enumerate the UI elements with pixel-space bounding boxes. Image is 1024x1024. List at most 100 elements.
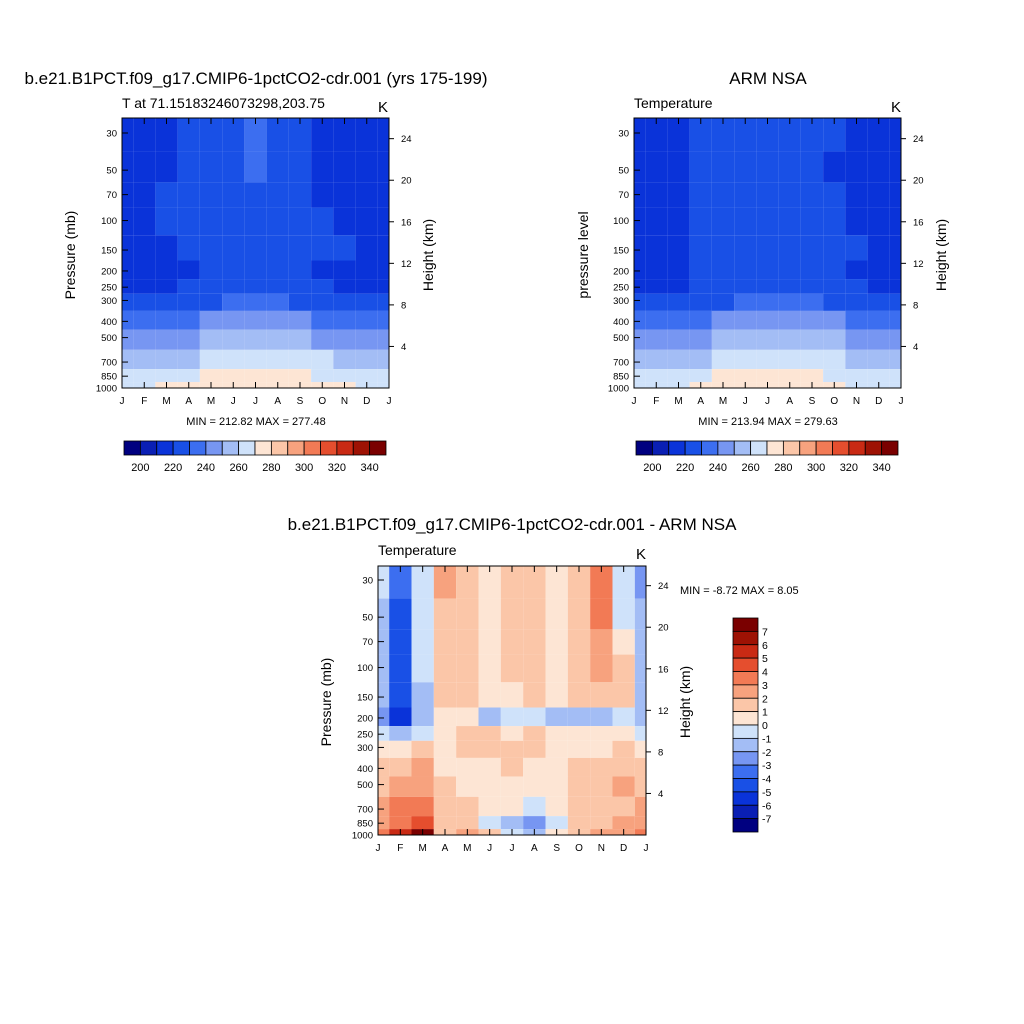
obs-cell [756, 118, 779, 152]
model-ytick-label: 200 [101, 266, 117, 277]
model-cell [199, 260, 223, 280]
model-cell [377, 279, 389, 294]
model-cell [177, 151, 200, 183]
obs-cell [778, 310, 801, 330]
obs-cell [778, 182, 801, 208]
obs-cbar-swatch [782, 440, 801, 456]
model-ytick-label: 300 [101, 296, 117, 307]
diff-cell [456, 566, 479, 599]
diff-cell [456, 757, 479, 777]
diff-cbar-label: 6 [762, 640, 768, 652]
panel-diff: b.e21.B1PCT.f09_g17.CMIP6-1pctCO2-cdr.00… [288, 515, 799, 854]
diff-cell [612, 682, 635, 708]
diff-cbar-swatch [732, 791, 759, 806]
obs-xtick-label: J [765, 396, 770, 407]
diff-cbar-swatch [732, 778, 759, 793]
obs-ytick-label: 850 [613, 372, 629, 383]
obs-ytick-label: 500 [613, 333, 629, 344]
model-cell [122, 329, 134, 350]
panel-diff-units: K [636, 546, 646, 563]
obs-cell [845, 118, 868, 152]
model-cell [122, 235, 134, 261]
panel-model: b.e21.B1PCT.f09_g17.CMIP6-1pctCO2-cdr.00… [24, 69, 487, 474]
model-cell [122, 349, 134, 370]
diff-cell [523, 816, 546, 830]
diff-cell [523, 654, 546, 683]
obs-xtick-label: S [809, 396, 816, 407]
model-cell [266, 369, 289, 383]
obs-cell [689, 329, 712, 350]
model-cbar-label: 220 [164, 462, 182, 474]
obs-cell [634, 369, 646, 383]
diff-cell [523, 726, 546, 741]
obs-cbar-swatch [635, 440, 653, 456]
model-cell [311, 118, 334, 152]
model-cell [311, 260, 334, 280]
model-cell [377, 349, 389, 370]
model-cell [122, 293, 134, 311]
panel-obs-ylabel: pressure level [575, 211, 591, 298]
obs-htick-label: 24 [913, 134, 924, 145]
diff-cell [411, 654, 434, 683]
diff-cell [389, 598, 412, 630]
diff-cell [523, 776, 546, 797]
diff-cell [411, 740, 434, 758]
model-cbar-swatch [189, 440, 207, 456]
obs-cell [634, 310, 646, 330]
diff-cbar-label: 4 [762, 667, 768, 679]
diff-cell [567, 707, 591, 727]
obs-ytick-label: 150 [613, 246, 629, 257]
obs-cell [667, 279, 690, 294]
model-xtick-label: N [341, 396, 348, 407]
diff-cell [433, 707, 457, 727]
model-cell [122, 207, 134, 236]
model-cell [222, 369, 245, 383]
diff-cell [612, 629, 635, 655]
diff-cbar-swatch [732, 724, 759, 739]
obs-cbar-swatch [668, 440, 686, 456]
obs-cell [689, 310, 712, 330]
diff-cell [500, 598, 524, 630]
diff-cell [545, 740, 568, 758]
obs-cell [645, 329, 668, 350]
obs-cell [645, 279, 668, 294]
diff-cell [545, 726, 568, 741]
model-cell [311, 151, 334, 183]
model-cell [377, 260, 389, 280]
diff-cell [590, 740, 613, 758]
obs-cell [778, 349, 801, 370]
model-xtick-label: J [120, 396, 125, 407]
diff-cell [634, 598, 646, 630]
obs-cell [889, 279, 901, 294]
diff-htick-label: 16 [658, 664, 669, 675]
diff-cell [389, 726, 412, 741]
model-htick-label: 4 [401, 342, 406, 353]
obs-cell [867, 349, 890, 370]
model-cell [155, 279, 178, 294]
model-cbar-label: 240 [197, 462, 215, 474]
obs-xtick-label: J [632, 396, 637, 407]
panel-obs-title: ARM NSA [729, 69, 807, 88]
obs-cell [734, 329, 757, 350]
obs-xtick-label: D [875, 396, 882, 407]
obs-cell [711, 310, 735, 330]
obs-cell [711, 118, 735, 152]
obs-cell [778, 151, 801, 183]
diff-cbar-label: 3 [762, 680, 768, 692]
diff-cell [378, 726, 390, 741]
obs-cell [889, 182, 901, 208]
obs-cbar-label: 240 [709, 462, 727, 474]
diff-cell [411, 682, 434, 708]
obs-cell [756, 260, 779, 280]
obs-cell [634, 118, 646, 152]
model-cell [288, 279, 312, 294]
model-ytick-label: 250 [101, 283, 117, 294]
diff-cell [590, 682, 613, 708]
diff-cell [389, 776, 412, 797]
diff-cell [500, 816, 524, 830]
obs-cell [800, 293, 824, 311]
model-cell [199, 369, 223, 383]
obs-cell [845, 235, 868, 261]
model-cell [333, 369, 356, 383]
model-cbar-swatch [221, 440, 240, 456]
